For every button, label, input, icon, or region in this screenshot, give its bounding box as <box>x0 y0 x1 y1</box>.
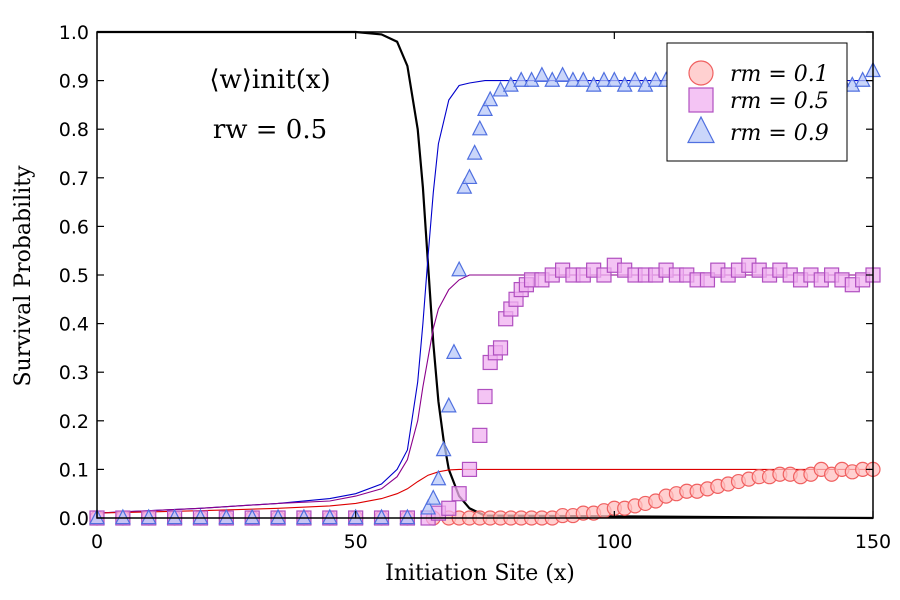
legend-marker-triangle <box>687 115 715 144</box>
legend: rm = 0.1 rm = 0.5 rm = 0.9 <box>666 42 848 162</box>
data-point-triangle <box>596 71 612 87</box>
x-tick-label: 150 <box>855 531 891 553</box>
data-point-triangle <box>575 71 592 87</box>
y-tick-label: 0.4 <box>59 314 89 336</box>
x-axis-label: Initiation Site (x) <box>385 561 575 586</box>
x-tick-label: 0 <box>91 531 103 553</box>
y-tick-label: 0.2 <box>59 411 89 433</box>
data-point-triangle <box>477 100 493 116</box>
data-point-square <box>441 500 457 516</box>
data-point-triangle <box>218 508 235 525</box>
data-point-triangle <box>440 396 457 413</box>
data-point-square <box>492 340 509 356</box>
y-tick-label: 0.8 <box>59 119 89 141</box>
data-point-triangle <box>420 498 437 515</box>
data-point-triangle <box>140 508 157 525</box>
data-point-triangle <box>554 66 571 82</box>
data-point-triangle <box>523 71 540 87</box>
data-point-triangle <box>461 168 478 185</box>
annotation-w-init: ⟨w⟩init(x) <box>209 65 330 95</box>
y-axis-label: Survival Probability <box>11 165 36 387</box>
data-point-triangle <box>606 71 623 87</box>
data-point-triangle <box>854 71 871 87</box>
theory-curve <box>96 274 873 514</box>
data-point-triangle <box>192 508 209 525</box>
legend-label-rm-0-5: rm = 0.5 <box>730 89 829 114</box>
y-tick-label: 0.5 <box>59 265 89 287</box>
data-point-triangle <box>244 508 261 525</box>
legend-marker-square <box>688 87 714 113</box>
data-point-triangle <box>321 508 338 525</box>
y-tick-label: 0.3 <box>59 362 89 384</box>
data-point-triangle <box>647 71 664 87</box>
y-tick-label: 0.1 <box>59 459 89 481</box>
theory-curve <box>96 468 873 514</box>
y-tick-label: 0.7 <box>59 168 89 190</box>
y-tick-label: 0.9 <box>59 71 89 93</box>
theory-curve <box>96 80 873 514</box>
data-point-triangle <box>399 508 416 525</box>
legend-markers <box>687 60 715 144</box>
data-point-square <box>472 427 488 443</box>
data-point-triangle <box>492 80 509 97</box>
data-point-triangle <box>471 119 488 136</box>
y-tick-label: 0.0 <box>59 508 89 530</box>
series-square <box>89 257 881 526</box>
data-point-triangle <box>445 343 462 359</box>
theory-curve <box>97 30 874 520</box>
data-point-triangle <box>425 489 442 505</box>
legend-marker-circle <box>688 60 714 86</box>
data-point-square <box>477 388 493 405</box>
annotation-rw: rw = 0.5 <box>213 115 327 145</box>
data-point-triangle <box>544 71 561 87</box>
data-point-triangle <box>513 71 530 87</box>
data-point-triangle <box>373 508 390 525</box>
data-point-square <box>461 461 478 477</box>
data-point-triangle <box>270 508 287 525</box>
data-point-triangle <box>564 71 581 87</box>
y-tick-label: 1.0 <box>59 22 89 44</box>
data-point-triangle <box>482 90 499 107</box>
data-point-triangle <box>627 71 644 87</box>
axis-ticks: 0 50 100 150 0.0 0.1 0.2 0.3 0.4 0.5 0.6 0.7 0.8 0.9 1… <box>59 22 891 553</box>
data-point-triangle <box>456 178 473 194</box>
data-point-triangle <box>466 144 483 160</box>
data-point-triangle <box>114 508 131 525</box>
theory-curves <box>96 30 874 520</box>
x-tick-label: 100 <box>596 531 632 553</box>
legend-label-rm-0-1: rm = 0.1 <box>730 62 829 87</box>
data-point-triangle <box>616 76 633 92</box>
data-point-triangle <box>451 260 468 277</box>
data-point-triangle <box>295 508 312 525</box>
data-point-triangle <box>637 76 654 92</box>
data-point-triangle <box>435 440 452 457</box>
data-point-triangle <box>844 76 861 92</box>
data-point-triangle <box>166 508 183 525</box>
data-point-square <box>451 486 467 502</box>
data-point-triangle <box>585 76 602 92</box>
data-point-triangle <box>502 76 519 92</box>
data-point-triangle <box>533 66 550 82</box>
legend-label-rm-0-9: rm = 0.9 <box>730 121 829 146</box>
x-tick-label: 50 <box>344 531 368 553</box>
y-tick-label: 0.6 <box>59 216 89 238</box>
data-point-triangle <box>430 469 447 486</box>
series-circle <box>89 461 881 526</box>
